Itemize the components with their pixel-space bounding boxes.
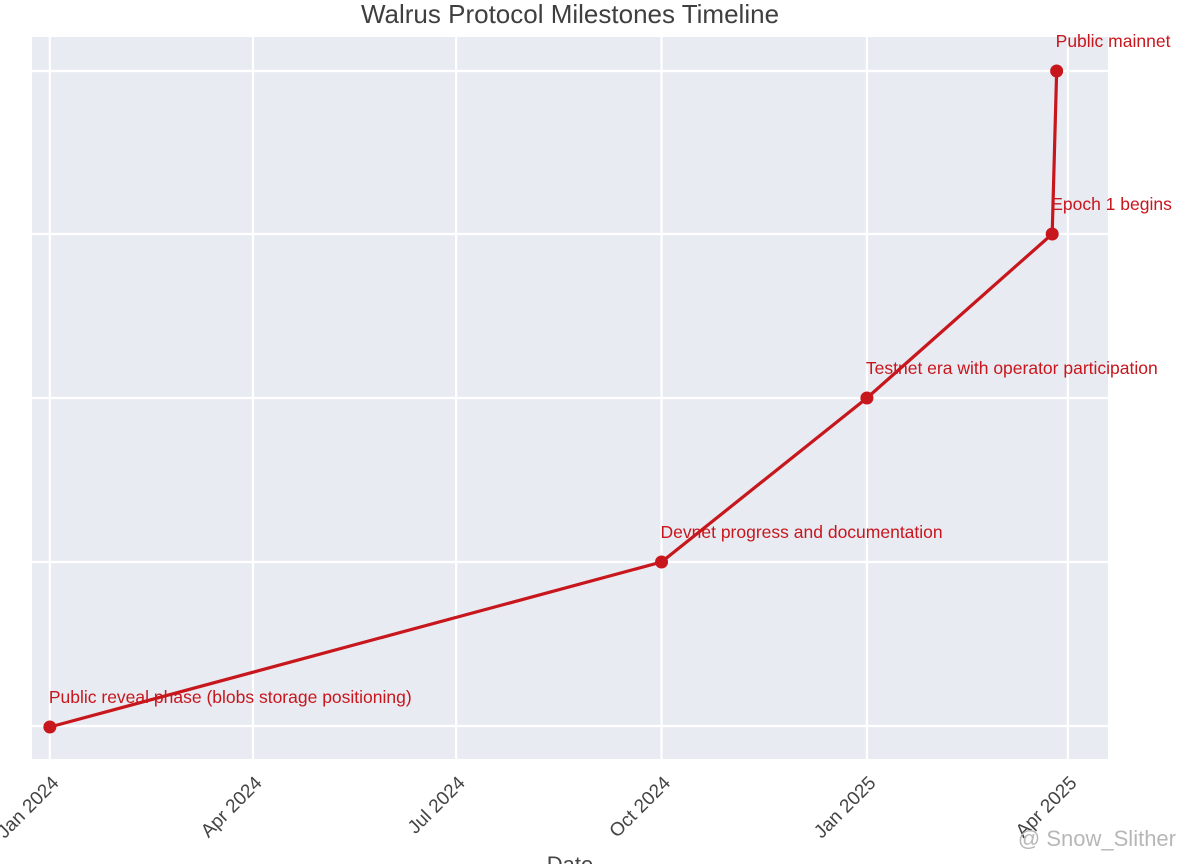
- data-point: [1045, 227, 1059, 241]
- data-point-label: Public reveal phase (blobs storage posit…: [49, 687, 412, 707]
- data-point-label: Public mainnet: [1056, 31, 1171, 51]
- data-point: [655, 555, 669, 569]
- data-point-label: Devnet progress and documentation: [661, 522, 943, 542]
- x-axis-tick-labels: Jan 2024 Apr 2024 Jul 2024 Oct 2024 Jan 2025…: [0, 772, 1081, 842]
- grid-lines: [32, 37, 1108, 759]
- chart-title: Walrus Protocol Milestones Timeline: [361, 0, 779, 29]
- data-point: [860, 391, 874, 405]
- data-point: [43, 720, 57, 734]
- data-point-label: Testnet era with operator participation: [866, 358, 1158, 378]
- data-point: [1050, 64, 1064, 78]
- x-tick-label: Jan 2025: [810, 773, 880, 843]
- x-tick-label: Jul 2024: [404, 772, 470, 838]
- x-axis-label: Date: [547, 852, 593, 864]
- x-tick-label: Oct 2024: [606, 772, 676, 842]
- data-point-label: Epoch 1 begins: [1051, 194, 1172, 214]
- x-tick-label: Apr 2024: [197, 772, 267, 842]
- x-tick-label: Jan 2024: [0, 772, 64, 842]
- watermark-text: @ Snow_Slither: [1018, 826, 1176, 851]
- series-line-layer: Public reveal phase (blobs storage posit…: [43, 31, 1172, 734]
